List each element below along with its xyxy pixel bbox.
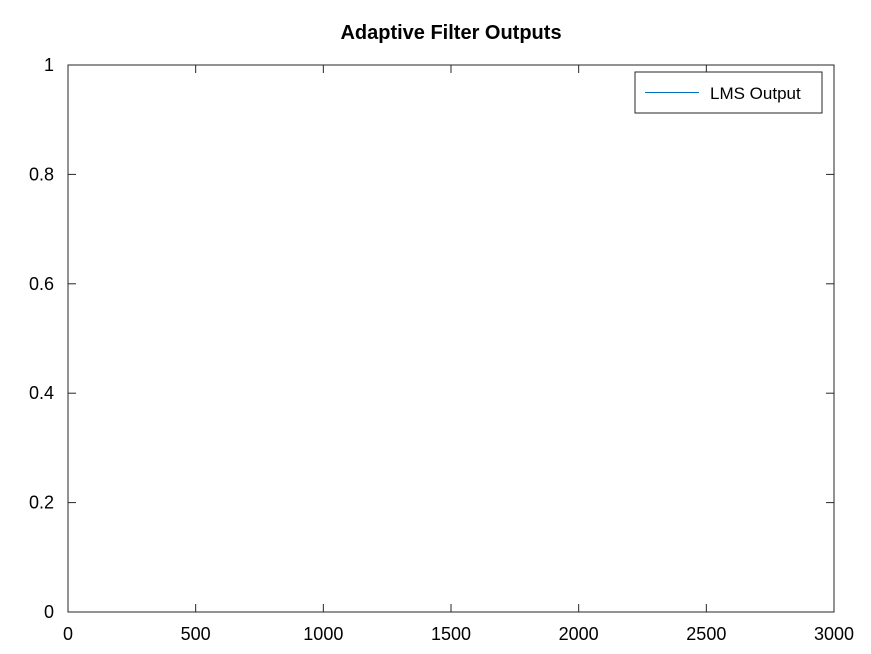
x-tick-label: 1500 <box>431 624 471 644</box>
x-tick-label: 2000 <box>559 624 599 644</box>
y-tick-label: 1 <box>44 55 54 75</box>
x-tick-label: 3000 <box>814 624 854 644</box>
y-tick-label: 0.8 <box>29 164 54 184</box>
chart-title: Adaptive Filter Outputs <box>340 22 561 44</box>
legend: LMS Output <box>634 71 823 114</box>
plot-area <box>67 64 835 613</box>
y-tick-label: 0.4 <box>29 383 54 403</box>
y-tick-label: 0 <box>44 602 54 622</box>
legend-label-lms-output: LMS Output <box>710 84 801 103</box>
x-tick-label: 2500 <box>686 624 726 644</box>
x-axis: 0 500 1000 1500 2000 2500 3000 <box>63 65 854 644</box>
y-axis: 0 0.2 0.4 0.6 0.8 1 <box>29 55 834 622</box>
y-tick-label: 0.2 <box>29 493 54 513</box>
x-tick-label: 0 <box>63 624 73 644</box>
x-tick-label: 500 <box>181 624 211 644</box>
y-tick-label: 0.6 <box>29 274 54 294</box>
x-tick-label: 1000 <box>303 624 343 644</box>
legend-box <box>634 71 823 114</box>
